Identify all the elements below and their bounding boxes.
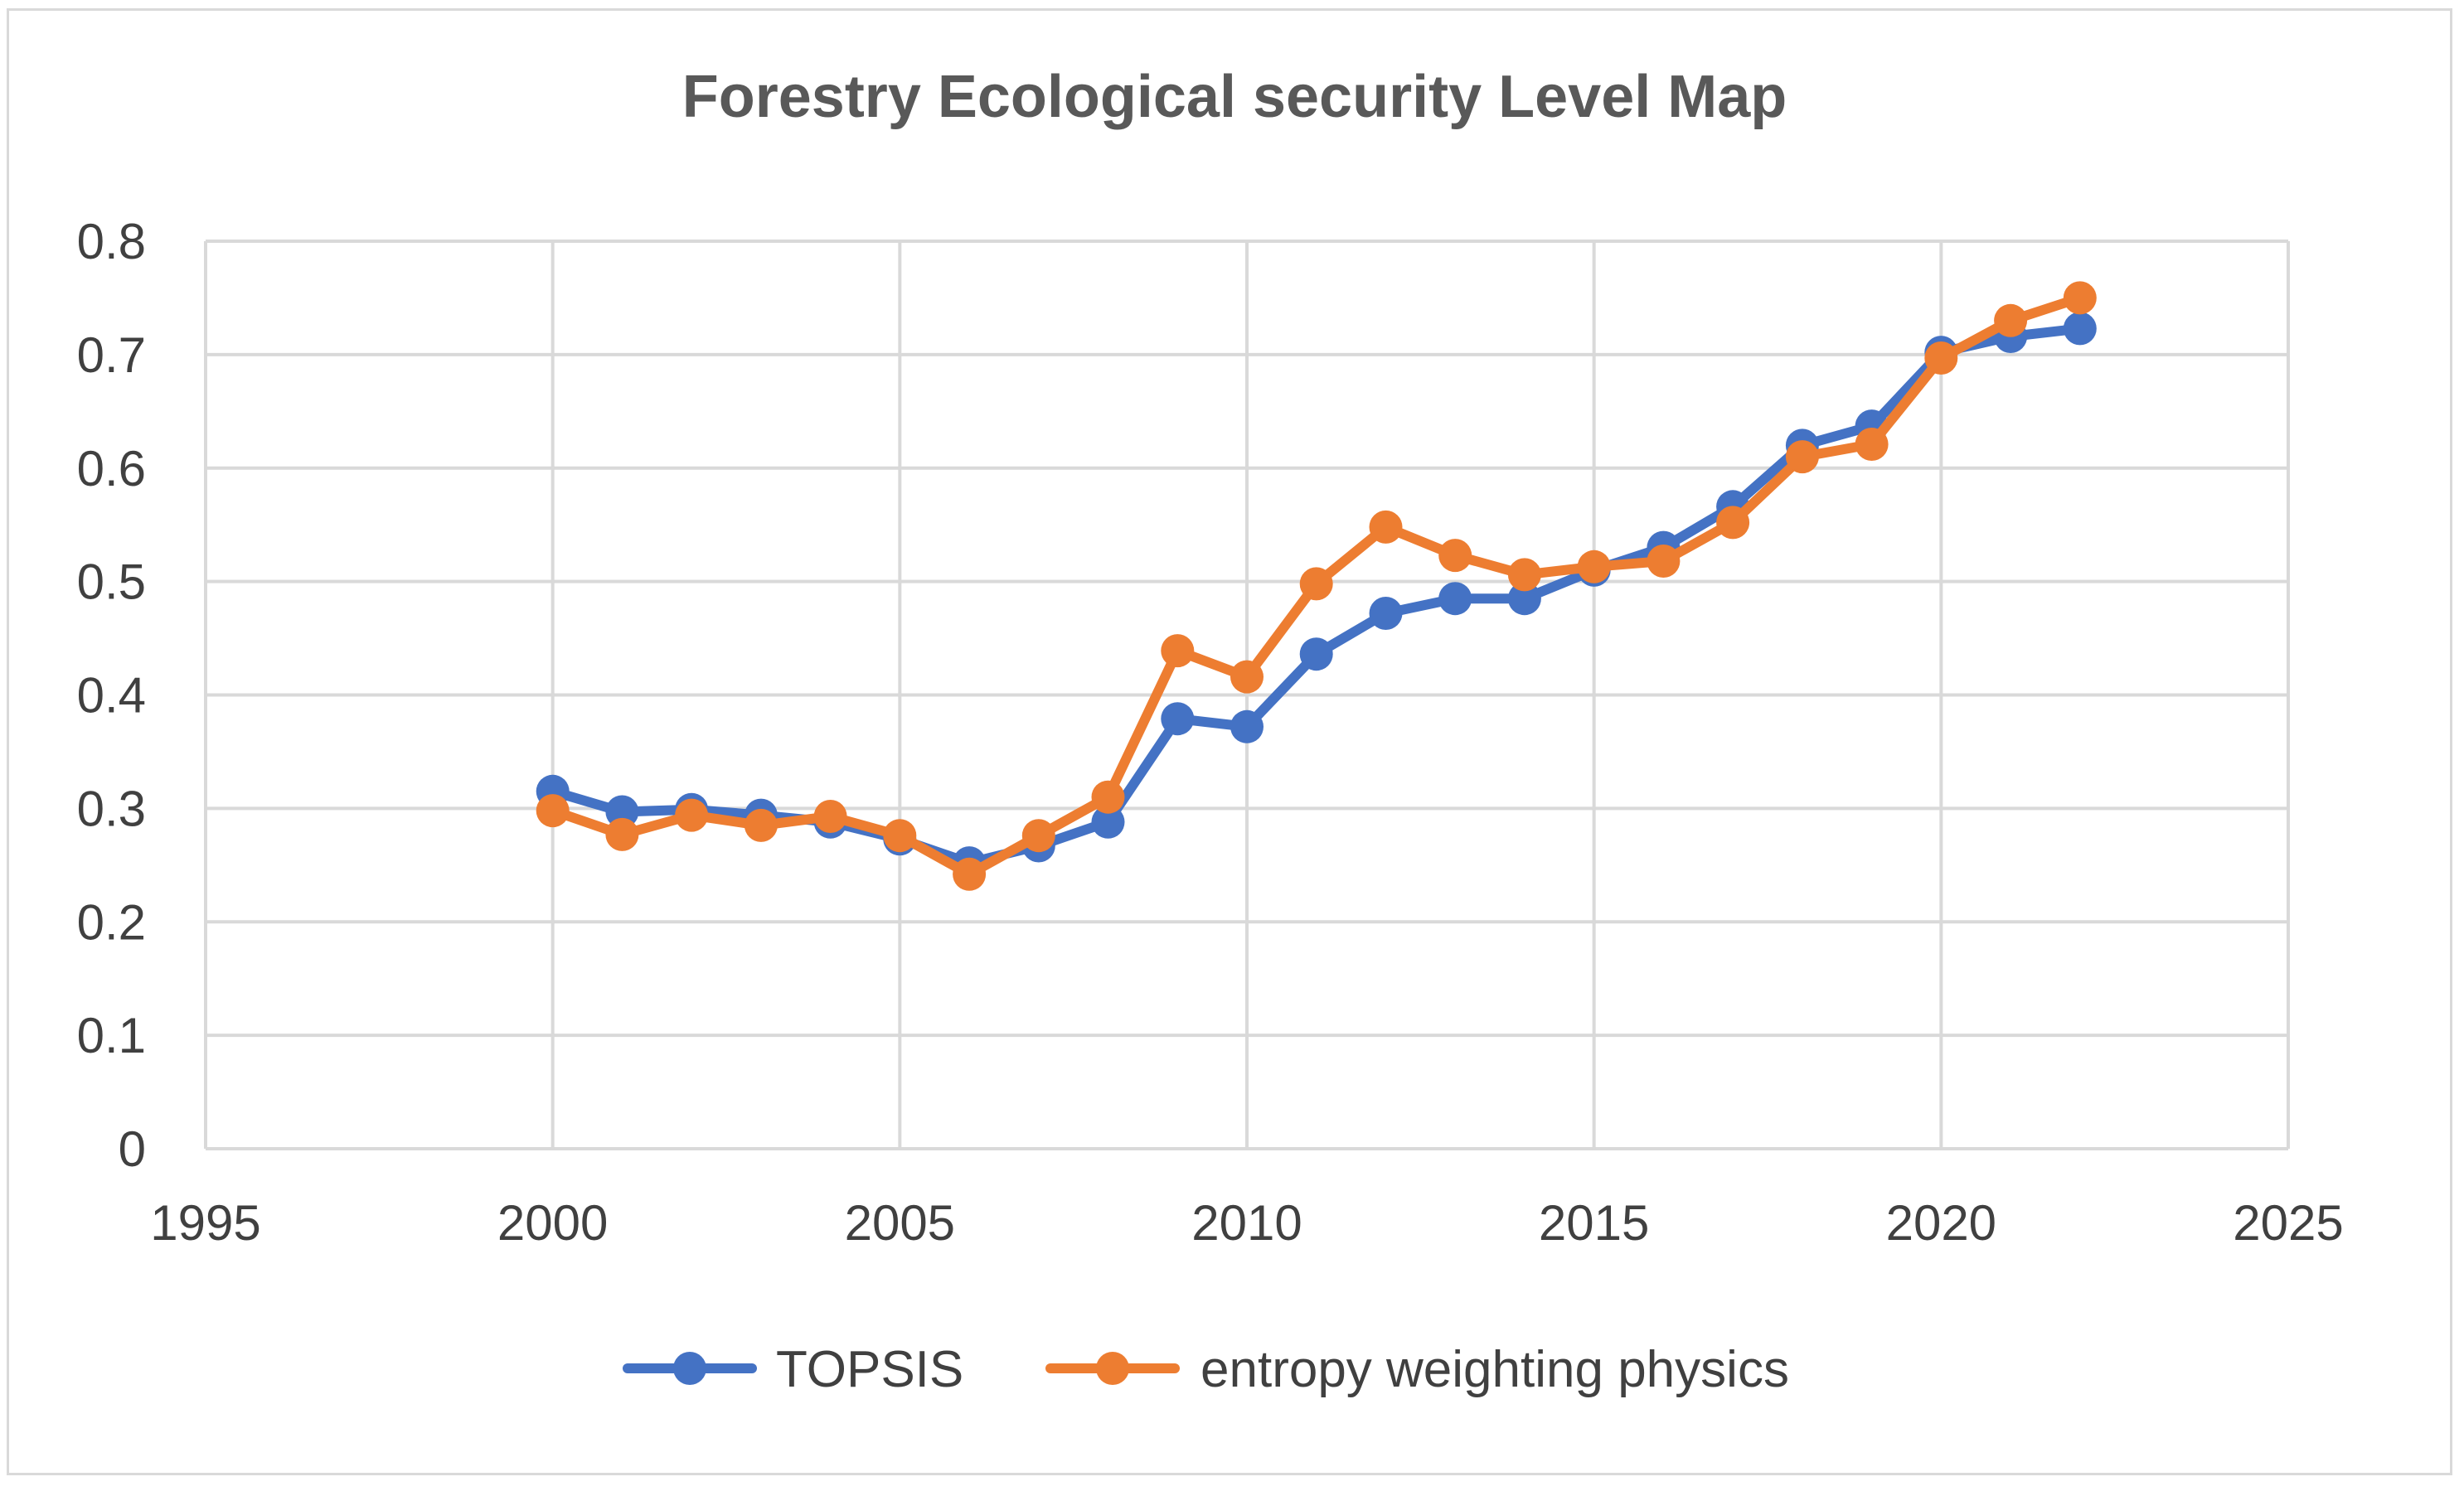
y-tick-label: 0.2 [77,894,146,950]
y-tick-label: 0.1 [77,1008,146,1063]
data-point [605,817,639,851]
data-point [2063,281,2097,315]
data-point [1507,582,1541,616]
data-point [605,795,639,829]
data-point [1369,510,1403,544]
data-point [1161,702,1195,736]
x-tick-label: 2010 [1191,1195,1302,1251]
series-layer [536,281,2097,891]
data-point [1647,545,1681,578]
data-point [1299,637,1333,671]
y-tick-label: 0.5 [77,554,146,610]
y-tick-label: 0.4 [77,668,146,724]
x-tick-label: 2020 [1886,1195,1996,1251]
data-point [536,794,570,828]
data-point [1438,582,1472,616]
x-tick-label: 2005 [845,1195,955,1251]
data-point [1299,567,1333,601]
data-point [1716,506,1750,540]
data-point [1161,634,1195,668]
legend-item: entropy weighting physics [1045,1341,1789,1398]
data-point [1230,660,1264,694]
y-tick-label: 0.7 [77,327,146,383]
data-point [1021,819,1055,853]
y-tick-label: 0.8 [77,214,146,269]
data-point [1369,597,1403,630]
data-point [1924,341,1958,375]
legend-item: TOPSIS [623,1341,963,1398]
legend: TOPSIS entropy weighting physics [623,1341,1789,1398]
data-point [1785,440,1819,474]
data-point [1855,428,1889,461]
data-point [744,808,778,842]
data-point [1091,805,1125,839]
data-point [1994,303,2028,337]
line-chart: Forestry Ecological security Level Map 0… [77,64,2344,1398]
legend-marker [1096,1352,1129,1385]
data-point [2063,312,2097,346]
legend-label: TOPSIS [776,1341,963,1398]
data-point [1230,709,1264,743]
x-tick-label: 2015 [1539,1195,1649,1251]
y-tick-label: 0 [119,1121,146,1177]
data-point [1507,558,1541,592]
data-point [953,857,987,891]
data-point [675,798,709,832]
data-point [1577,550,1611,583]
data-point [1438,539,1472,573]
x-tick-label: 1995 [150,1195,260,1251]
data-point [813,800,847,833]
legend-label: entropy weighting physics [1200,1341,1789,1398]
axes: 0 0.1 0.2 0.3 0.4 0.5 0.6 0.7 0.8 1995 2000 2005 201… [77,214,2344,1251]
series-entropy-weighting-physics [536,281,2097,891]
data-point [883,819,917,853]
legend-marker [673,1352,706,1385]
y-tick-label: 0.3 [77,781,146,836]
data-point [1091,780,1125,814]
chart-frame: Forestry Ecological security Level Map 0… [7,8,2452,1475]
y-tick-label: 0.6 [77,441,146,496]
grid [204,240,2290,1150]
x-tick-label: 2025 [2233,1195,2343,1251]
chart-title: Forestry Ecological security Level Map [682,64,1787,130]
x-tick-label: 2000 [497,1195,608,1251]
